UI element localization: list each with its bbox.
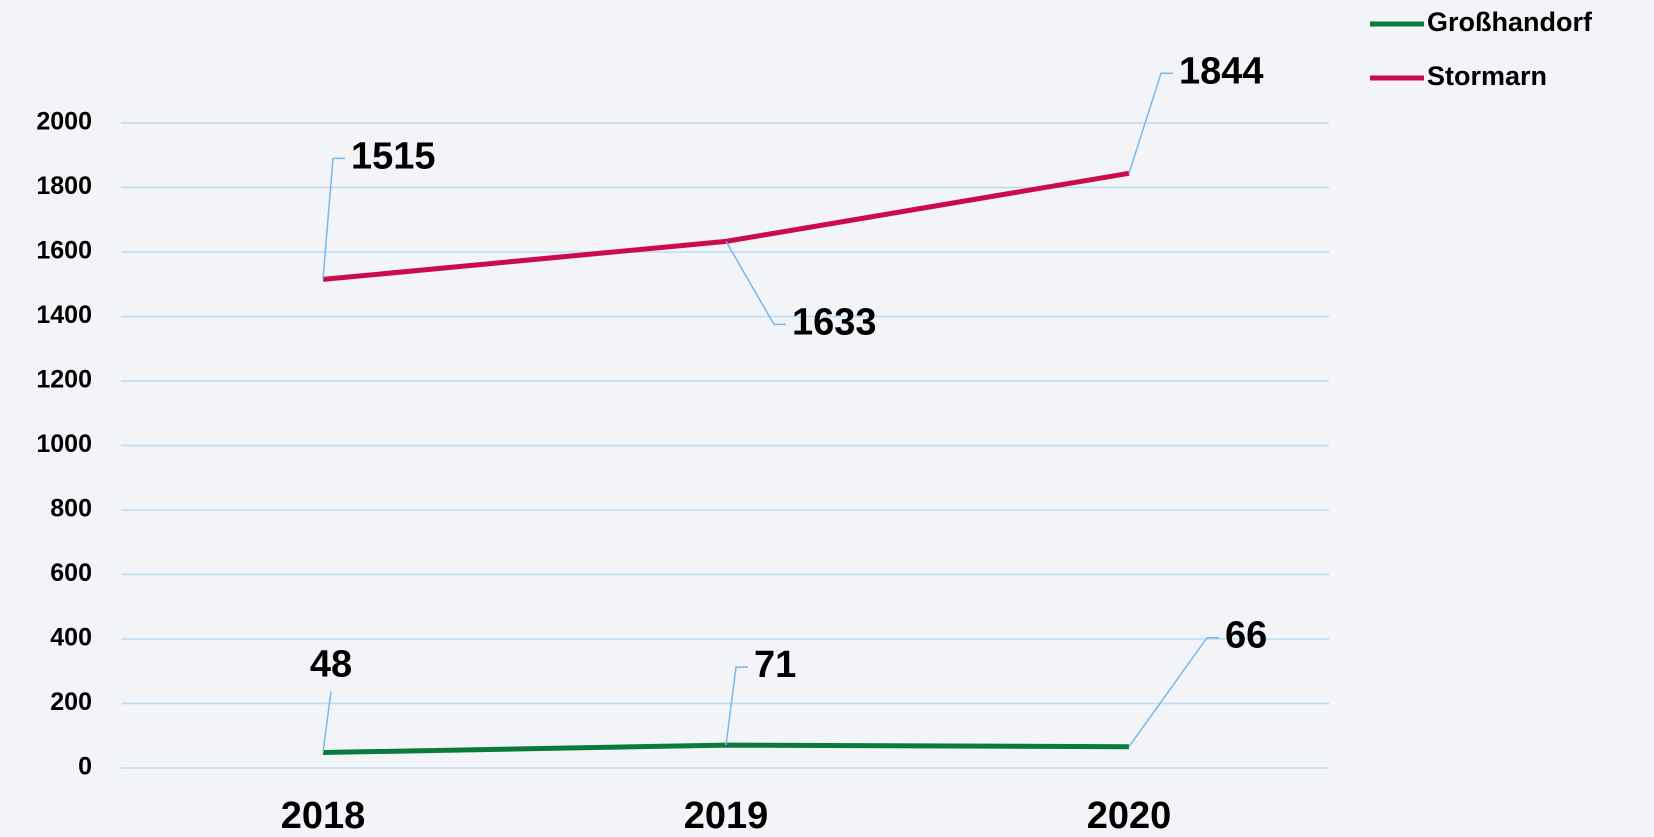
x-tick-label: 2020 [1087,795,1172,837]
line-series [322,742,1130,756]
y-tick-label: 1800 [36,172,92,200]
line-series [322,170,1130,282]
data-label: 1515 [351,135,436,177]
leader-line [725,240,786,326]
y-tick-label: 800 [50,495,92,523]
leader-line [322,691,332,753]
data-label: 1844 [1179,50,1264,92]
y-tick-label: 1000 [36,430,92,458]
y-tick-label: 1600 [36,237,92,265]
leader-line [725,666,748,746]
data-label: 48 [310,644,352,686]
y-tick-label: 1400 [36,301,92,329]
y-tick-label: 1200 [36,366,92,394]
x-tick-label: 2019 [684,795,769,837]
legend-label: Stormarn [1427,61,1547,91]
leader-line [1128,72,1173,174]
data-label: 66 [1225,615,1267,657]
data-label: 71 [754,644,796,686]
x-tick-label: 2018 [281,795,366,837]
y-tick-label: 2000 [36,108,92,136]
y-tick-label: 600 [50,559,92,587]
legend-label: Großhandorf [1427,7,1593,37]
y-tick-label: 0 [78,753,92,781]
leader-line [1128,636,1219,748]
y-tick-label: 200 [50,688,92,716]
leader-line [322,157,345,280]
y-tick-label: 400 [50,624,92,652]
data-label: 1633 [792,301,877,343]
